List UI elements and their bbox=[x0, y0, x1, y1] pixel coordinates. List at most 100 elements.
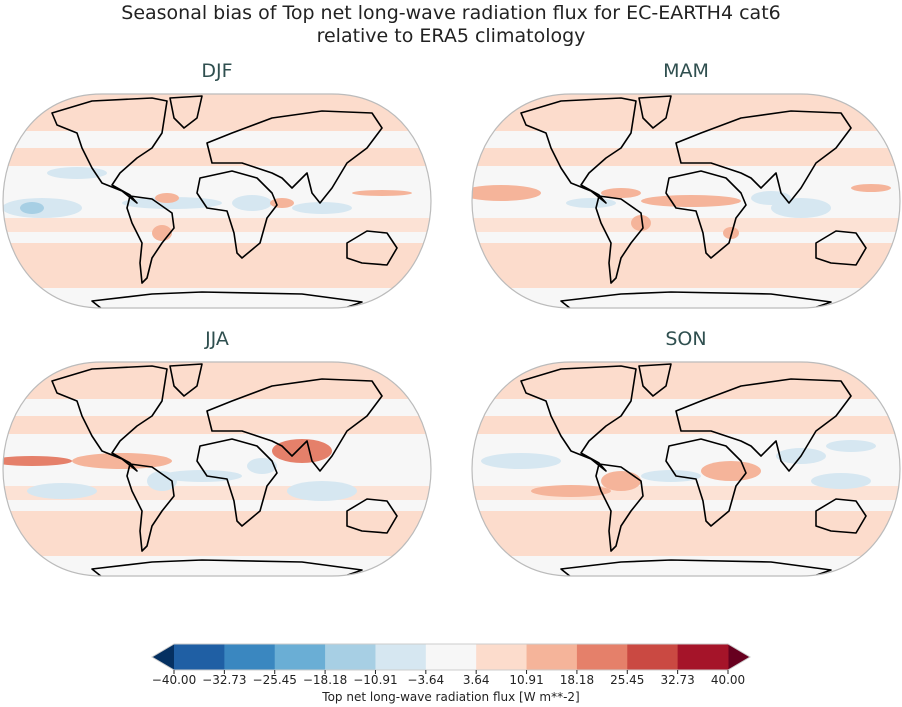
colorbar-tick-label: −32.73 bbox=[202, 673, 247, 687]
colorbar-bin bbox=[224, 644, 276, 670]
coastline-north-america bbox=[51, 97, 168, 204]
coastline-africa bbox=[196, 170, 278, 259]
bias-region bbox=[826, 440, 876, 452]
figure-title-line1: Seasonal bias of Top net long-wave radia… bbox=[121, 2, 781, 24]
colorbar-tick-label: 3.64 bbox=[462, 673, 490, 687]
map-boundary bbox=[2, 361, 432, 577]
coastline-australia bbox=[815, 498, 867, 534]
bias-region bbox=[851, 184, 891, 192]
bias-band-subtropic-south bbox=[472, 218, 900, 232]
bias-region bbox=[20, 202, 44, 214]
coastline-africa bbox=[196, 438, 278, 527]
colorbar-tick-label: 40.00 bbox=[710, 673, 746, 687]
bias-region bbox=[641, 470, 701, 482]
coastline-north-america bbox=[520, 365, 637, 472]
colorbar-bin bbox=[476, 644, 528, 670]
coastline-south-america bbox=[595, 463, 644, 552]
coastline-antarctica bbox=[91, 291, 363, 308]
bias-region bbox=[631, 215, 651, 231]
panel-title-djf: DJF bbox=[201, 60, 233, 82]
bias-region bbox=[352, 190, 412, 196]
colorbar-tick-label: −40.00 bbox=[151, 673, 197, 687]
bias-band-north bbox=[3, 362, 431, 399]
bias-region bbox=[122, 197, 222, 209]
bias-region bbox=[811, 473, 871, 489]
bias-region bbox=[531, 485, 611, 497]
bias-region bbox=[270, 198, 294, 208]
colorbar-bin bbox=[174, 644, 225, 670]
colorbar-bin bbox=[325, 644, 376, 670]
bias-band-subtropic-north bbox=[472, 416, 900, 434]
colorbar-bin bbox=[677, 644, 729, 670]
bias-region bbox=[472, 185, 541, 201]
bias-region bbox=[701, 461, 761, 481]
colorbar-tick-label: −18.18 bbox=[302, 673, 348, 687]
map-boundary bbox=[2, 93, 432, 309]
colorbar-bin bbox=[375, 644, 427, 670]
colorbar-tick-label: −3.64 bbox=[407, 673, 445, 687]
colorbar-tick-label: −10.91 bbox=[353, 673, 398, 687]
colorbar-extend-high bbox=[728, 644, 750, 670]
colorbar-bin bbox=[274, 644, 326, 670]
bias-band-south bbox=[3, 511, 431, 556]
bias-band-south bbox=[472, 243, 900, 288]
bias-region bbox=[566, 198, 616, 208]
coastline-south-america bbox=[126, 195, 175, 284]
panel-title-jja: JJA bbox=[205, 328, 229, 350]
bias-region bbox=[641, 195, 741, 207]
coastline-north-america bbox=[520, 97, 637, 204]
map-boundary bbox=[471, 361, 901, 577]
bias-region bbox=[601, 471, 641, 491]
bias-region bbox=[481, 453, 561, 469]
coastline-africa bbox=[665, 170, 747, 259]
bias-region bbox=[292, 202, 352, 214]
coastline-greenland bbox=[638, 363, 672, 397]
coastline-greenland bbox=[169, 95, 203, 129]
colorbar-tick-label: 18.18 bbox=[559, 673, 595, 687]
bias-region bbox=[47, 167, 107, 179]
coastline-eurasia bbox=[675, 110, 852, 204]
coastline-south-america bbox=[126, 463, 175, 552]
colorbar-bin bbox=[576, 644, 628, 670]
colorbar-tick-label: −25.45 bbox=[252, 673, 297, 687]
bias-region bbox=[272, 439, 332, 463]
colorbar-tick-label: 32.73 bbox=[660, 673, 695, 687]
colorbar-label: Top net long-wave radiation flux [W m**-… bbox=[322, 690, 580, 704]
colorbar-bin bbox=[627, 644, 679, 670]
bias-band-south bbox=[3, 243, 431, 288]
coastline-north-america bbox=[51, 365, 168, 472]
panel-title-mam: MAM bbox=[663, 60, 709, 82]
bias-region bbox=[72, 453, 172, 469]
bias-region bbox=[27, 483, 97, 499]
coastline-australia bbox=[346, 498, 398, 534]
bias-region bbox=[3, 456, 72, 466]
bias-region bbox=[155, 193, 179, 203]
bias-band-subtropic-north bbox=[3, 148, 431, 166]
coastline-antarctica bbox=[560, 559, 832, 576]
bias-region bbox=[232, 195, 272, 211]
map-mam bbox=[471, 93, 901, 309]
bias-band-subtropic-north bbox=[3, 416, 431, 434]
coastline-australia bbox=[815, 230, 867, 266]
coastline-eurasia bbox=[675, 378, 852, 472]
colorbar-extend-low bbox=[152, 644, 174, 670]
map-djf bbox=[2, 93, 432, 309]
panel-title-son: SON bbox=[665, 328, 707, 350]
bias-band-subtropic-north bbox=[472, 148, 900, 166]
colorbar-bin bbox=[425, 644, 477, 670]
coastline-australia bbox=[346, 230, 398, 266]
bias-region bbox=[601, 188, 641, 198]
map-boundary bbox=[471, 93, 901, 309]
coastline-greenland bbox=[638, 95, 672, 129]
map-jja bbox=[2, 361, 432, 577]
coastline-antarctica bbox=[560, 291, 832, 308]
bias-band-north bbox=[3, 94, 431, 131]
bias-region bbox=[247, 458, 277, 474]
coastline-south-america bbox=[595, 195, 644, 284]
bias-band-subtropic-south bbox=[3, 218, 431, 232]
coastline-eurasia bbox=[206, 378, 383, 472]
figure-title-line2: relative to ERA5 climatology bbox=[316, 25, 586, 47]
coastline-antarctica bbox=[91, 559, 363, 576]
coastline-greenland bbox=[169, 363, 203, 397]
map-son bbox=[471, 361, 901, 577]
